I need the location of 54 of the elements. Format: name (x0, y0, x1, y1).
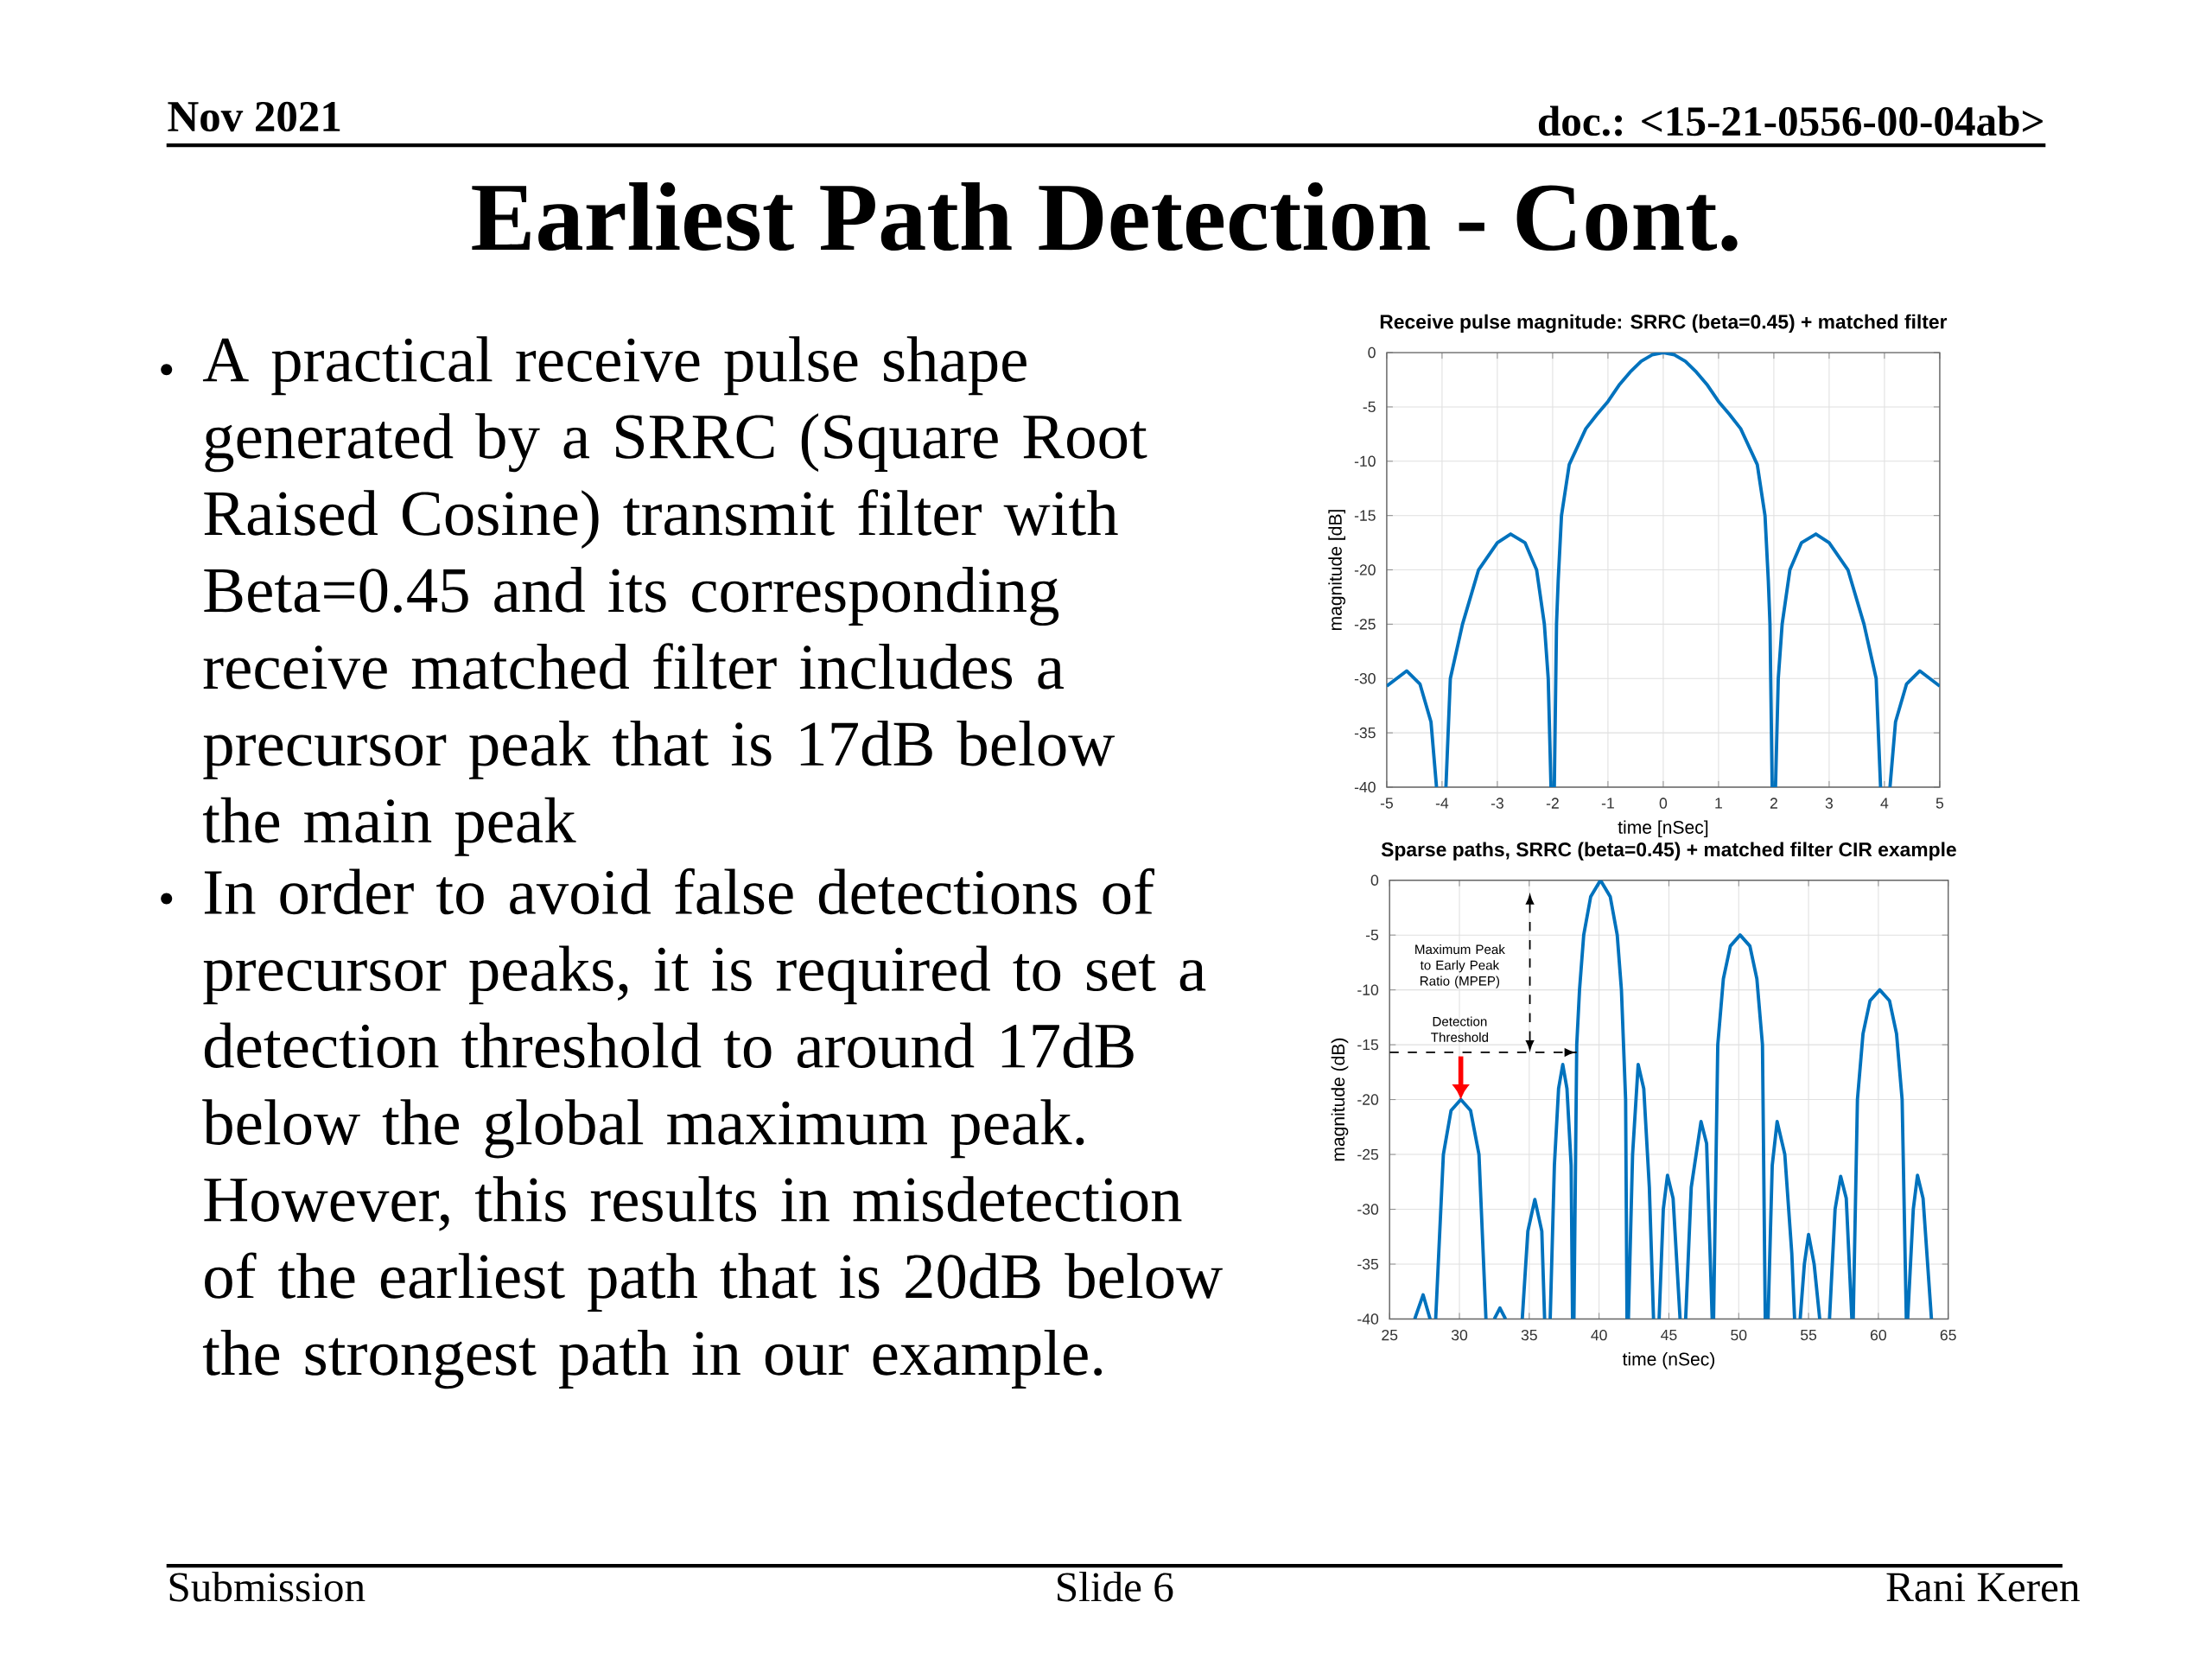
chart-title: Receive pulse magnitude: SRRC (beta=0.45) + matched filter (1380, 314, 1948, 334)
y-tick-label: -10 (1357, 984, 1379, 995)
text: Rani Keren (1886, 1573, 2080, 1602)
x-tick-label: -2 (1546, 798, 1559, 809)
x-tick-label: 0 (1659, 798, 1668, 809)
x-tick-label: -4 (1435, 798, 1449, 809)
y-tick-label: -10 (1354, 455, 1376, 467)
text: Submission (169, 1571, 365, 1602)
y-tick-label: -5 (1363, 401, 1376, 413)
x-tick-label: 55 (1801, 1329, 1817, 1341)
y-tick-label: -40 (1357, 1313, 1379, 1325)
chart-title: Sparse paths, SRRC (beta=0.45) + matched filter CIR example (1381, 842, 1956, 861)
y-tick-label: -25 (1357, 1148, 1379, 1160)
text: Slide 6 (1058, 1571, 1173, 1602)
y-tick-label: -5 (1365, 930, 1379, 941)
x-tick-label: -3 (1491, 798, 1503, 809)
x-axis-title: time (nSec) (1622, 1351, 1715, 1370)
x-axis-title: time [nSec] (1618, 820, 1708, 838)
x-tick-label: 30 (1451, 1329, 1468, 1341)
text: In order to avoid false detections of precursor peaks, it is required to set a detection threshold to around 17dB below the global maximum peak. However, this results in misdetection of the earliest path that is 20dB below the strongest path in our example. (202, 868, 1223, 1389)
x-tick-label: -1 (1601, 798, 1614, 809)
y-tick-label: 0 (1370, 874, 1379, 886)
text: Earliest Path Detection - Cont. (472, 181, 1738, 251)
x-tick-label: -5 (1380, 798, 1393, 809)
x-tick-label: 50 (1731, 1329, 1747, 1341)
x-tick-label: 2 (1770, 798, 1777, 809)
x-tick-label: 45 (1661, 1329, 1677, 1341)
x-tick-label: 25 (1382, 1329, 1398, 1341)
x-tick-label: 5 (1936, 798, 1944, 809)
x-tick-label: 1 (1715, 798, 1722, 809)
y-tick-label: -25 (1354, 619, 1376, 630)
x-tick-label: 3 (1825, 798, 1834, 809)
y-tick-label: -35 (1354, 727, 1376, 739)
text: doc.: <15-21-0556-00-04ab> (1538, 105, 2043, 137)
ref-line-label: Detection Threshold (1431, 1016, 1489, 1042)
y-tick-label: -35 (1357, 1258, 1379, 1270)
y-axis-title: magnitude (dB) (1331, 1038, 1349, 1161)
x-tick-label: 40 (1591, 1329, 1607, 1341)
y-tick-label: -40 (1354, 781, 1376, 793)
y-tick-label: -30 (1354, 673, 1376, 684)
text: A practical receive pulse shape generated by a SRRC (Square Root Raised Cosine) transmit filter with Beta=0.45 and its corresponding receive matched filter includes a precursor peak that is 17dB below the main peak (202, 336, 1147, 856)
annotation: Maximum Peak to Early Peak Ratio (MPEP) (1415, 944, 1505, 988)
y-tick-label: 0 (1368, 346, 1376, 359)
x-tick-label: 35 (1521, 1329, 1537, 1341)
y-tick-label: -15 (1354, 510, 1376, 521)
y-tick-label: -20 (1354, 564, 1376, 575)
x-tick-label: 60 (1871, 1329, 1886, 1341)
x-tick-label: 65 (1940, 1329, 1956, 1341)
x-tick-label: 4 (1880, 798, 1889, 809)
text: Nov 2021 (168, 101, 340, 132)
y-tick-label: -20 (1357, 1094, 1379, 1105)
y-tick-label: -15 (1357, 1039, 1379, 1051)
y-tick-label: -30 (1357, 1204, 1379, 1215)
y-axis-title: magnitude [dB] (1328, 510, 1346, 631)
